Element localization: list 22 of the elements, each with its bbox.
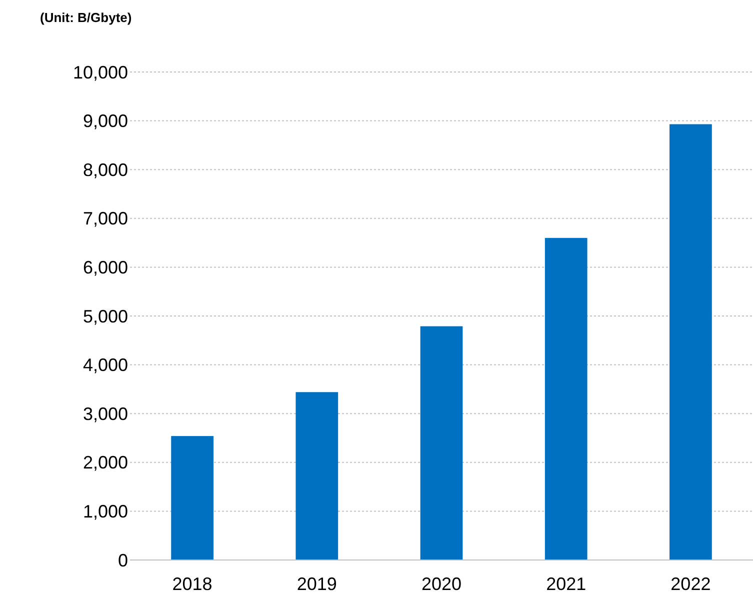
x-tick-label: 2021 xyxy=(546,574,586,594)
x-tick-label: 2018 xyxy=(172,574,212,594)
y-tick-label: 5,000 xyxy=(82,306,128,326)
x-tick-label: 2019 xyxy=(296,574,337,594)
y-tick-label: 1,000 xyxy=(82,502,128,522)
y-axis-title: (Unit: B/Gbyte) xyxy=(40,10,132,25)
bar xyxy=(171,436,214,560)
bar xyxy=(670,124,712,560)
x-tick-label: 2022 xyxy=(670,574,711,594)
y-tick-label: 0 xyxy=(118,550,128,570)
y-tick-label: 9,000 xyxy=(82,111,128,132)
bar xyxy=(544,238,588,560)
y-tick-label: 10,000 xyxy=(72,62,128,82)
y-tick-label: 3,000 xyxy=(82,404,128,424)
y-tick-label: 2,000 xyxy=(82,452,128,473)
y-tick-label: 7,000 xyxy=(82,208,128,229)
y-tick-label: 8,000 xyxy=(82,160,128,180)
x-tick-label: 2020 xyxy=(421,574,462,594)
y-tick-label: 6,000 xyxy=(82,258,128,278)
y-tick-label: 4,000 xyxy=(82,355,128,376)
bar xyxy=(296,392,338,560)
bar xyxy=(420,326,463,560)
